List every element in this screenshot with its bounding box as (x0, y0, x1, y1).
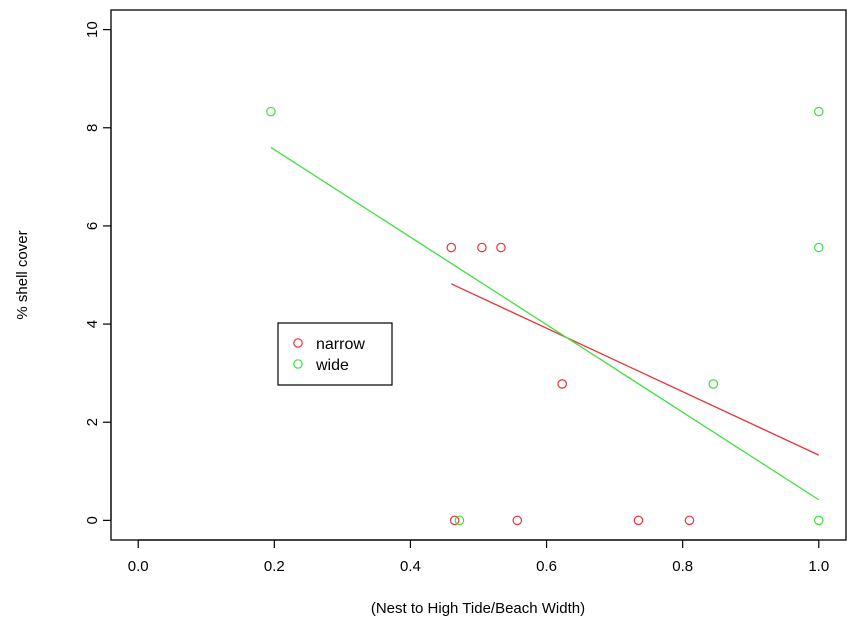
narrow-fit-line (451, 284, 819, 455)
legend-label-narrow: narrow (316, 336, 365, 353)
x-tick-label: 0.6 (536, 558, 557, 575)
y-tick-label: 6 (84, 222, 101, 230)
data-points (267, 107, 823, 524)
legend: narrow wide (278, 323, 392, 385)
x-tick-label: 0.8 (672, 558, 693, 575)
y-tick-label: 4 (84, 320, 101, 328)
narrow-point (497, 243, 505, 251)
wide-point (709, 380, 717, 388)
legend-box (278, 323, 392, 385)
wide-point (815, 107, 823, 115)
wide-point (815, 243, 823, 251)
x-axis: 0.0 0.2 0.4 0.6 0.8 1.0 (128, 540, 829, 575)
plot-frame (111, 10, 846, 540)
y-axis-title: % shell cover (14, 230, 31, 319)
y-tick-label: 8 (84, 124, 101, 132)
legend-label-wide: wide (315, 357, 349, 374)
x-tick-label: 0.0 (128, 558, 149, 575)
narrow-point (478, 243, 486, 251)
x-axis-title: (Nest to High Tide/Beach Width) (371, 600, 585, 617)
y-tick-label: 10 (84, 21, 101, 38)
narrow-point (513, 516, 521, 524)
narrow-point (634, 516, 642, 524)
x-tick-label: 0.2 (264, 558, 285, 575)
y-tick-label: 2 (84, 418, 101, 426)
y-axis: 0 2 4 6 8 10 (84, 21, 111, 524)
narrow-point (685, 516, 693, 524)
wide-point (815, 516, 823, 524)
y-tick-label: 0 (84, 516, 101, 524)
x-tick-label: 0.4 (400, 558, 421, 575)
x-tick-label: 1.0 (808, 558, 829, 575)
narrow-point (558, 380, 566, 388)
wide-point (267, 107, 275, 115)
narrow-point (447, 243, 455, 251)
